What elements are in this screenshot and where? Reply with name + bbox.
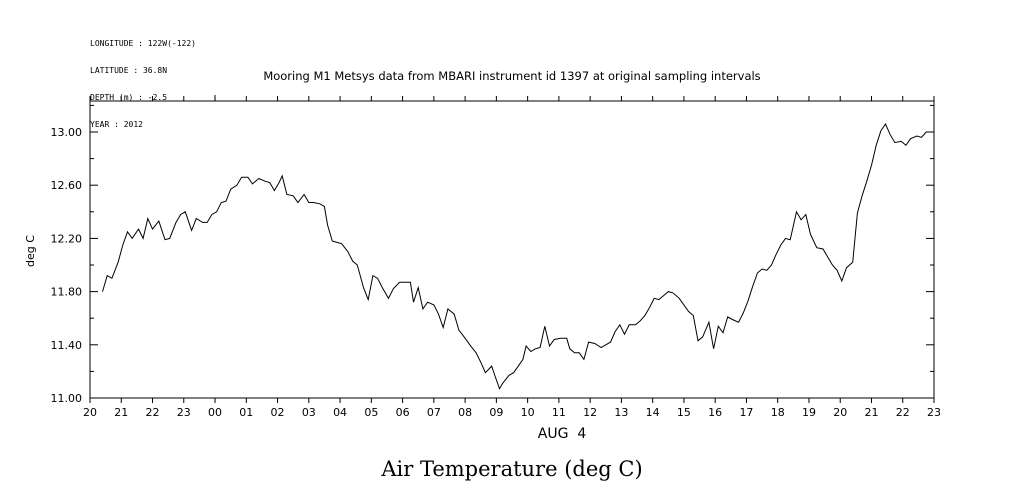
y-tick-label: 11.80 <box>51 286 83 299</box>
y-axis-label: deg C <box>24 235 37 267</box>
y-tick-label: 11.00 <box>51 392 83 405</box>
y-tick-label: 13.00 <box>51 126 83 139</box>
x-tick-label: 21 <box>114 406 128 419</box>
x-tick-label: 22 <box>896 406 910 419</box>
x-tick-label: 17 <box>739 406 753 419</box>
longitude-label: LONGITUDE : 122W(-122) <box>90 39 196 48</box>
x-tick-label: 01 <box>239 406 253 419</box>
x-tick-label: 06 <box>396 406 410 419</box>
x-tick-label: 04 <box>333 406 347 419</box>
x-tick-label: 16 <box>708 406 722 419</box>
x-tick-label: 05 <box>364 406 378 419</box>
chart-title: Mooring M1 Metsys data from MBARI instru… <box>263 69 760 83</box>
x-tick-label: 20 <box>833 406 847 419</box>
plot-frame <box>89 100 935 399</box>
location-metadata: LONGITUDE : 122W(-122) LATITUDE : 36.8N … <box>90 21 196 138</box>
x-axis-ticks: 20 21 22 23 00 01 02 03 04 05 06 07 08 09 10 11 12 13 14 15… <box>83 96 941 419</box>
y-axis-ticks: 11.00 11.40 11.80 12.20 12.60 13.00 <box>51 104 934 405</box>
y-tick-label: 12.20 <box>51 232 83 245</box>
x-tick-label: 10 <box>521 406 535 419</box>
y-tick-label: 11.40 <box>51 339 83 352</box>
depth-label: DEPTH (m) : -2.5 <box>90 93 168 102</box>
x-tick-label: 03 <box>302 406 316 419</box>
x-tick-label: 12 <box>583 406 597 419</box>
x-tick-label: 13 <box>614 406 628 419</box>
x-tick-label: 15 <box>677 406 691 419</box>
x-tick-label: 20 <box>83 406 97 419</box>
x-tick-label: 23 <box>927 406 941 419</box>
year-label: YEAR : 2012 <box>90 120 143 129</box>
y-tick-label: 12.60 <box>51 179 83 192</box>
x-tick-label: 23 <box>177 406 191 419</box>
x-tick-label: 08 <box>458 406 472 419</box>
bottom-title: Air Temperature (deg C) <box>380 457 642 481</box>
x-axis-label: AUG 4 <box>538 426 587 442</box>
x-tick-label: 11 <box>552 406 566 419</box>
x-tick-label: 19 <box>802 406 816 419</box>
x-tick-label: 00 <box>208 406 222 419</box>
x-tick-label: 14 <box>646 406 660 419</box>
x-tick-label: 09 <box>489 406 503 419</box>
air-temperature-line <box>102 122 927 390</box>
x-tick-label: 18 <box>771 406 785 419</box>
x-tick-label: 22 <box>146 406 160 419</box>
x-tick-label: 07 <box>427 406 441 419</box>
latitude-label: LATITUDE : 36.8N <box>90 66 168 75</box>
x-tick-label: 02 <box>271 406 285 419</box>
x-tick-label: 21 <box>864 406 878 419</box>
